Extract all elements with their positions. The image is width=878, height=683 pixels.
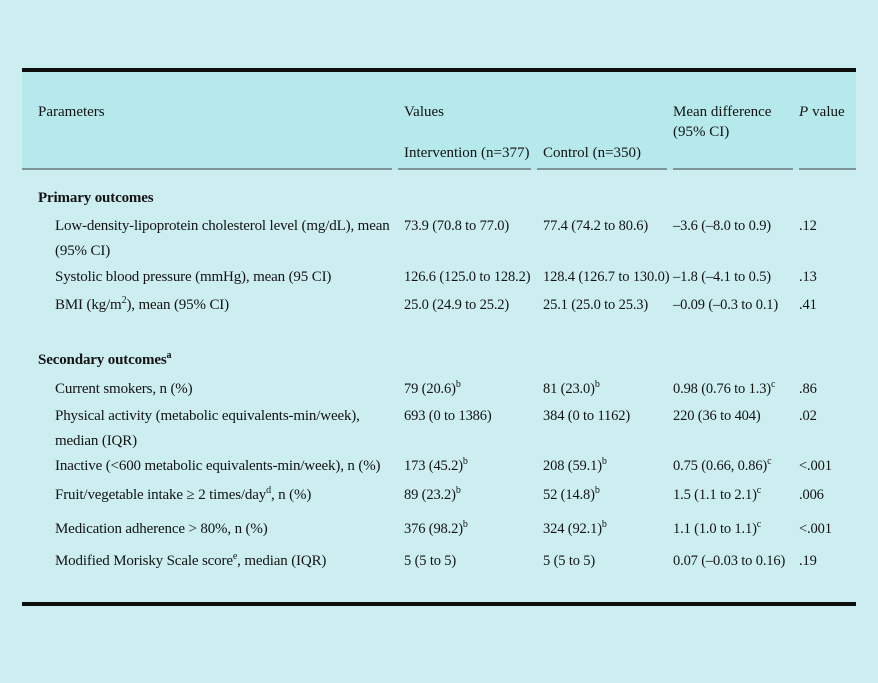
control-value: 25.1 (25.0 to 25.3) (543, 297, 649, 313)
mean-diff-value: 0.07 (–0.03 to 0.16) (673, 553, 786, 569)
mean-diff-value: 1.1 (1.0 to 1.1)c (673, 519, 762, 537)
table-row-fruit-vegetable: Fruit/vegetable intake ≥ 2 times/dayd, n… (22, 483, 856, 508)
section-heading-secondary: Secondary outcomesa (22, 348, 856, 373)
param-label: Medication adherence > 80%, n (%) (55, 521, 268, 537)
subheader-intervention: Intervention (n=377) (398, 134, 531, 170)
mean-diff-value: 0.75 (0.66, 0.86)c (673, 456, 772, 474)
column-header-mean-difference: Mean difference (95% CI) (673, 104, 772, 140)
section-heading-secondary-label: Secondary outcomes (38, 352, 167, 368)
param-label: Fruit/vegetable intake ≥ 2 times/dayd, n… (55, 485, 312, 504)
p-value: <.001 (799, 458, 832, 474)
mean-diff-value: –3.6 (–8.0 to 0.9) (673, 218, 771, 234)
p-value: .19 (799, 553, 817, 569)
intervention-value: 89 (23.2)b (404, 485, 461, 503)
param-label: Physical activity (metabolic equivalents… (55, 408, 360, 449)
control-value: 77.4 (74.2 to 80.6) (543, 218, 649, 234)
param-label: Systolic blood pressure (mmHg), mean (95… (55, 269, 332, 285)
intervention-value: 73.9 (70.8 to 77.0) (404, 218, 510, 234)
intervention-value: 126.6 (125.0 to 128.2) (404, 269, 531, 285)
table-row-inactive: Inactive (<600 metabolic equivalents-min… (22, 454, 856, 479)
subheader-control: Control (n=350) (537, 134, 667, 170)
table-row-ldl: Low-density-lipoprotein cholesterol leve… (22, 214, 856, 264)
p-value-word: value (812, 104, 845, 120)
param-label: Low-density-lipoprotein cholesterol leve… (55, 218, 390, 259)
intervention-value: 25.0 (24.9 to 25.2) (404, 297, 510, 313)
table-row-morisky: Modified Morisky Scale scoree, median (I… (22, 549, 856, 574)
table-row-physical-activity: Physical activity (metabolic equivalents… (22, 404, 856, 454)
param-label: Inactive (<600 metabolic equivalents-min… (55, 458, 381, 474)
section-heading-primary: Primary outcomes (22, 186, 856, 211)
mean-diff-value: 1.5 (1.1 to 2.1)c (673, 485, 762, 503)
control-value: 81 (23.0)b (543, 379, 600, 397)
subheader-p-underline (799, 134, 856, 170)
control-value: 128.4 (126.7 to 130.0) (543, 269, 670, 285)
mean-diff-value: –0.09 (–0.3 to 0.1) (673, 297, 779, 313)
section-heading-primary-label: Primary outcomes (38, 190, 154, 206)
intervention-value: 5 (5 to 5) (404, 553, 457, 569)
table-row-medication-adherence: Medication adherence > 80%, n (%) 376 (9… (22, 517, 856, 542)
control-value: 208 (59.1)b (543, 456, 607, 474)
p-value: .02 (799, 408, 817, 424)
intervention-value: 173 (45.2)b (404, 456, 468, 474)
table-row-bmi: BMI (kg/m2), mean (95% CI) 25.0 (24.9 to… (22, 293, 856, 318)
p-value: .13 (799, 269, 817, 285)
mean-diff-value: –1.8 (–4.1 to 0.5) (673, 269, 771, 285)
column-header-parameters: Parameters (38, 104, 105, 120)
subheader-parameters-underline (22, 134, 392, 170)
control-value: 324 (92.1)b (543, 519, 607, 537)
mean-diff-value: 0.98 (0.76 to 1.3)c (673, 379, 776, 397)
p-value: <.001 (799, 521, 832, 537)
param-label: Modified Morisky Scale scoree, median (I… (55, 551, 327, 570)
intervention-value: 79 (20.6)b (404, 379, 461, 397)
intervention-value: 376 (98.2)b (404, 519, 468, 537)
param-label: BMI (kg/m2), mean (95% CI) (55, 295, 230, 314)
p-value: .006 (799, 487, 824, 503)
p-value: .86 (799, 381, 817, 397)
intervention-value: 693 (0 to 1386) (404, 408, 492, 424)
p-value: .12 (799, 218, 817, 234)
control-value: 5 (5 to 5) (543, 553, 596, 569)
param-label: Current smokers, n (%) (55, 381, 193, 397)
control-value: 384 (0 to 1162) (543, 408, 631, 424)
control-value: 52 (14.8)b (543, 485, 600, 503)
p-value-italic-p: P (799, 104, 809, 120)
table-row-smokers: Current smokers, n (%) 79 (20.6)b 81 (23… (22, 377, 856, 402)
column-header-values: Values (404, 104, 444, 120)
table-header: Parameters Values Mean difference (95% C… (22, 72, 856, 170)
subheader-mean-diff-underline (673, 134, 793, 170)
results-table: Parameters Values Mean difference (95% C… (22, 68, 856, 606)
p-value: .41 (799, 297, 817, 313)
mean-diff-value: 220 (36 to 404) (673, 408, 761, 424)
table-body: Primary outcomes Low-density-lipoprotein… (22, 186, 856, 574)
column-header-spacer (537, 72, 667, 134)
table-row-sbp: Systolic blood pressure (mmHg), mean (95… (22, 265, 856, 290)
section-heading-secondary-footnote: a (166, 350, 172, 361)
